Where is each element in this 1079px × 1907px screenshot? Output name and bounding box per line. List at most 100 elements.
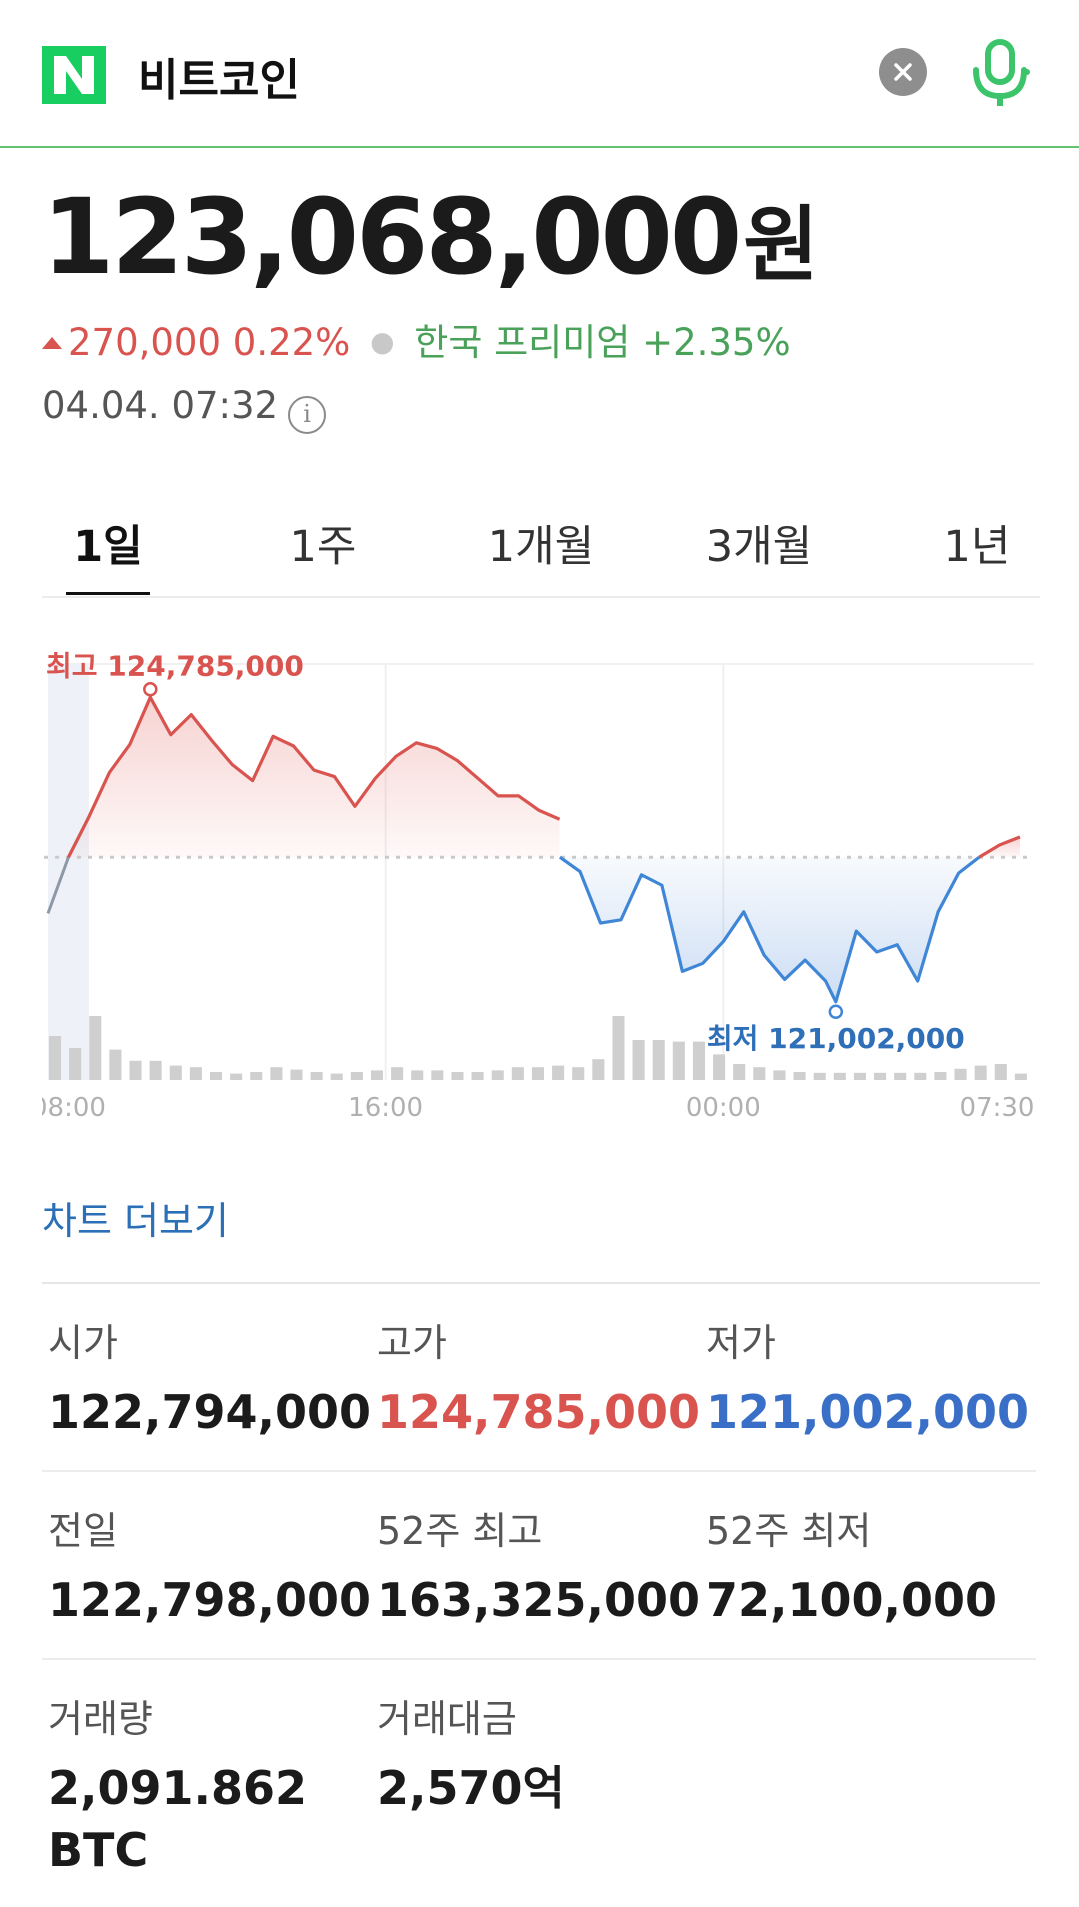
high-label: 최고 124,785,000	[46, 649, 304, 682]
price-line-down	[558, 855, 981, 1004]
stat-trade-value: 거래대금 2,570억	[377, 1688, 565, 1819]
stat-label: 전일	[48, 1509, 118, 1553]
stat-label: 거래대금	[377, 1697, 517, 1741]
logo-n-icon	[54, 56, 94, 94]
price-line-up	[67, 695, 561, 858]
volume-bar	[230, 1073, 243, 1080]
stat-value: 122,798,000	[48, 1573, 372, 1627]
info-icon[interactable]: i	[288, 396, 327, 434]
volume-amount: 2,091.862	[48, 1761, 307, 1815]
stat-52w-low: 52주 최저 72,100,000	[706, 1500, 997, 1631]
stat-label: 저가	[706, 1321, 776, 1365]
stat-label: 고가	[377, 1321, 447, 1365]
volume-bar	[511, 1067, 524, 1080]
x-tick-label: 07:30	[960, 1093, 1035, 1123]
tab-1week[interactable]: 1주	[289, 522, 357, 572]
volume-bar	[451, 1072, 464, 1080]
volume-bar	[491, 1070, 504, 1080]
row-divider	[42, 1658, 1036, 1660]
volume-bar	[874, 1072, 887, 1080]
area-above-baseline	[68, 697, 560, 858]
volume-bar	[109, 1049, 122, 1080]
volume-bar	[209, 1072, 223, 1080]
stat-value: 2,570억	[377, 1761, 565, 1815]
volume-bar	[1014, 1073, 1027, 1080]
x-tick-label: 08:00	[42, 1093, 106, 1123]
stat-low: 저가 121,002,000	[706, 1312, 1029, 1443]
volume-bar	[592, 1059, 605, 1080]
stat-open: 시가 122,794,000	[48, 1312, 371, 1443]
volume-bar	[431, 1070, 444, 1080]
period-tabs: 1일 1주 1개월 3개월 1년	[42, 500, 1040, 598]
change-amount: 270,000	[68, 321, 222, 364]
search-header: 비트코인	[0, 0, 1079, 148]
microphone-icon	[973, 39, 1030, 106]
x-tick-label: 16:00	[348, 1093, 423, 1123]
volume-bar	[793, 1072, 806, 1080]
stat-value: 2,091.862 BTC	[48, 1757, 307, 1881]
volume-unit: BTC	[48, 1823, 149, 1877]
chart-more-link[interactable]: 차트 더보기	[42, 1199, 229, 1243]
up-triangle-icon	[42, 337, 62, 349]
volume-bar	[552, 1065, 565, 1080]
voice-search-button[interactable]	[968, 38, 1034, 108]
current-price: 123,068,000원	[42, 176, 819, 298]
volume-bar	[853, 1072, 866, 1080]
volume-bar	[49, 1036, 62, 1080]
stat-label: 시가	[48, 1321, 118, 1365]
volume-bar	[954, 1068, 967, 1080]
stat-value: 163,325,000	[377, 1573, 701, 1627]
high-marker	[143, 682, 158, 697]
search-query[interactable]: 비트코인	[138, 55, 300, 106]
timestamp-row: 04.04. 07:32 i	[42, 384, 327, 434]
price-value: 123,068,000	[42, 176, 742, 298]
volume-bar	[833, 1072, 846, 1080]
stat-volume: 거래량 2,091.862 BTC	[48, 1688, 307, 1881]
volume-bar	[370, 1070, 384, 1080]
tab-1day[interactable]: 1일	[73, 522, 143, 572]
low-label: 최저 121,002,000	[707, 1022, 965, 1055]
volume-bar	[914, 1072, 927, 1080]
volume-bar	[169, 1065, 182, 1080]
stat-label: 52주 최저	[706, 1509, 872, 1553]
tab-3month[interactable]: 3개월	[705, 522, 813, 572]
volume-bar	[330, 1073, 343, 1080]
section-divider	[42, 1282, 1040, 1284]
premium-value: +2.35%	[642, 321, 791, 364]
volume-bar	[69, 1048, 82, 1080]
naver-logo[interactable]	[42, 46, 106, 104]
volume-bar	[894, 1072, 907, 1080]
volume-bar	[270, 1067, 283, 1080]
separator-dot: ●	[370, 325, 395, 358]
stat-value: 72,100,000	[706, 1573, 998, 1627]
stat-value: 124,785,000	[377, 1385, 701, 1439]
row-divider	[42, 1470, 1036, 1472]
tab-1year[interactable]: 1년	[943, 522, 1011, 572]
x-tick-label: 00:00	[686, 1093, 761, 1123]
volume-bar	[290, 1069, 303, 1080]
stat-high: 고가 124,785,000	[377, 1312, 700, 1443]
volume-bar	[471, 1072, 484, 1080]
volume-bar	[89, 1016, 102, 1080]
volume-bar	[773, 1070, 786, 1080]
volume-bar	[974, 1065, 987, 1080]
tab-1month[interactable]: 1개월	[487, 522, 595, 572]
close-icon	[894, 63, 912, 81]
price-chart[interactable]: 최고 124,785,000 최저 121,002,000 08:00 16:00 00…	[42, 640, 1040, 1130]
stat-label: 52주 최고	[377, 1509, 543, 1553]
stat-52w-high: 52주 최고 163,325,000	[377, 1500, 700, 1631]
price-unit: 원	[743, 198, 819, 293]
volume-bar	[572, 1067, 585, 1080]
volume-bar	[692, 1041, 705, 1080]
volume-bar	[411, 1070, 424, 1080]
volume-bar	[189, 1067, 202, 1080]
stat-label: 거래량	[48, 1697, 153, 1741]
volume-bar	[310, 1072, 323, 1080]
volume-bar	[813, 1072, 826, 1080]
volume-bar	[350, 1072, 363, 1080]
stat-prev-close: 전일 122,798,000	[48, 1500, 371, 1631]
clear-search-button[interactable]	[879, 48, 927, 96]
volume-bar	[632, 1040, 645, 1080]
volume-bar	[753, 1067, 766, 1080]
change-percent: 0.22%	[232, 321, 351, 364]
